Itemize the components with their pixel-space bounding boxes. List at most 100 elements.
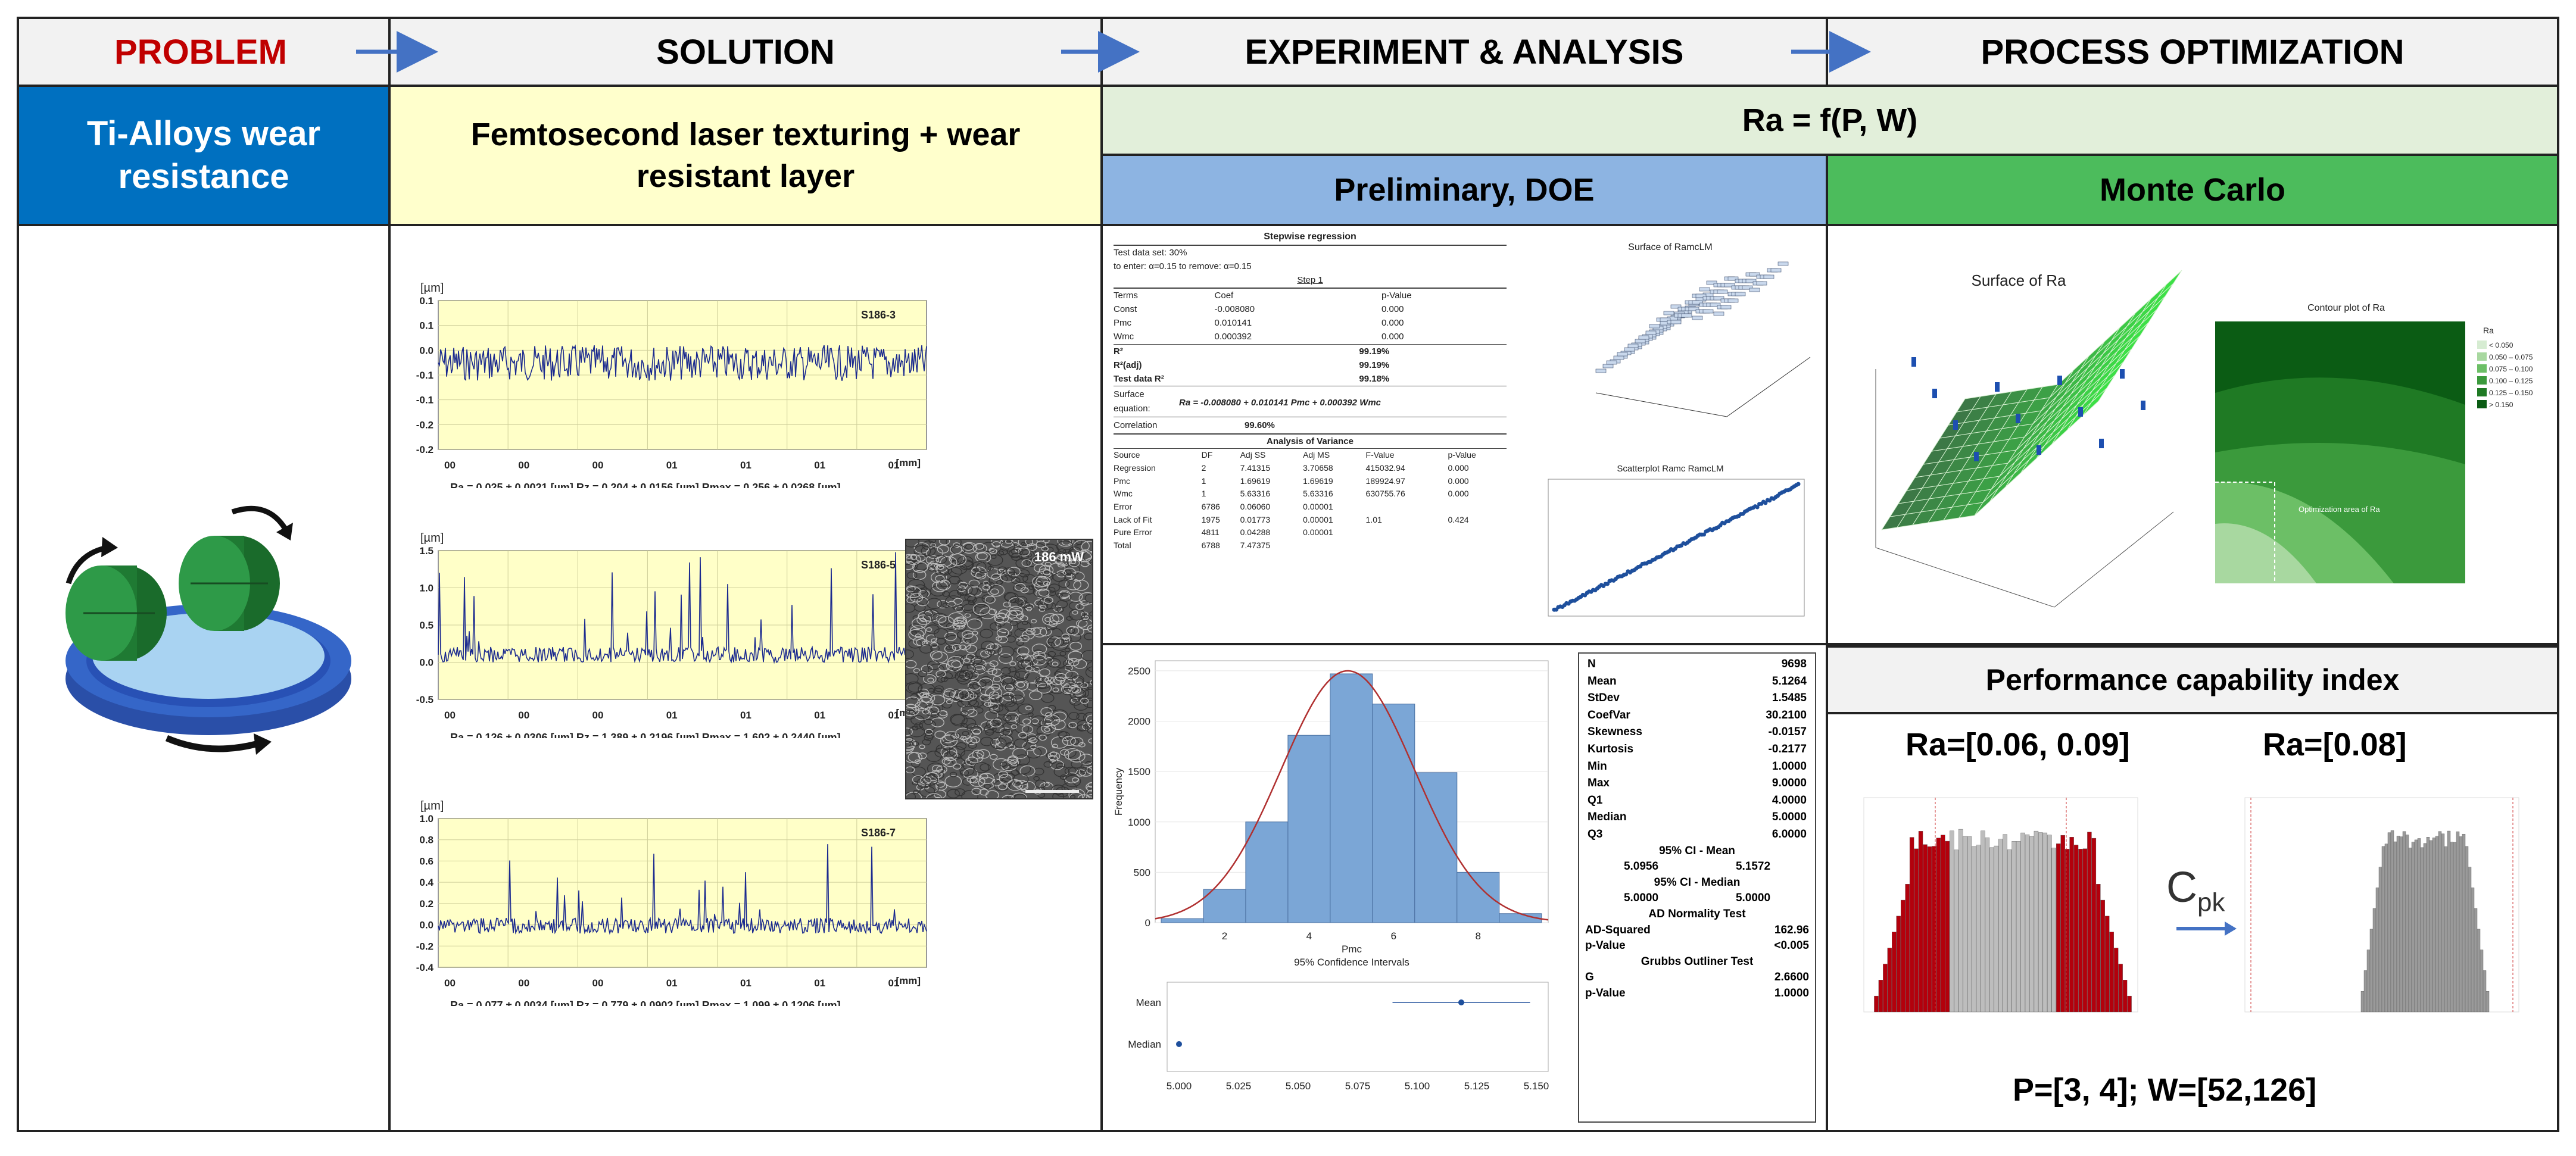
- capability-result: P=[3, 4]; W=[52,126]: [2013, 1072, 2317, 1108]
- sem-grain: [1026, 558, 1038, 567]
- sem-grain: [1073, 540, 1090, 552]
- sem-grain: [952, 603, 963, 611]
- sem-grain: [999, 540, 1015, 552]
- cap-bar: [2056, 843, 2061, 1013]
- sem-grain: [1043, 761, 1053, 768]
- surface-cell: [1745, 279, 1757, 283]
- ci-plot: Mean Median 5.000 5.025 5.050 5.075 5.100 5.125…: [1128, 982, 1549, 1092]
- sem-grain: [1002, 714, 1012, 721]
- stepwise-line1: Test data set: 30%: [1114, 247, 1187, 258]
- cap-bar: [1923, 844, 1928, 1013]
- sem-grain: [1052, 613, 1064, 622]
- sem-grain: [942, 591, 950, 597]
- cell: 1.69619: [1303, 476, 1333, 486]
- sem-grain: [1078, 618, 1092, 630]
- sem-grain: [940, 746, 958, 758]
- surface-cell: [1613, 355, 1624, 360]
- surface-cell: [1595, 368, 1607, 373]
- sem-grain: [995, 735, 1013, 748]
- cap-bar: [2100, 899, 2105, 1013]
- cap-bar: [1950, 830, 1954, 1013]
- sem-grain: [976, 562, 991, 573]
- sem-grain: [1038, 735, 1047, 741]
- profile-frame: [438, 818, 927, 968]
- surface-cell: [1727, 276, 1739, 281]
- sem-grain: [938, 663, 950, 671]
- sem-grain: [1062, 567, 1076, 577]
- sem-grain: [1047, 651, 1056, 657]
- sem-grain: [1016, 640, 1024, 646]
- cap-bar: [2485, 991, 2490, 1013]
- sem-grain: [1073, 579, 1089, 591]
- sem-grain: [927, 563, 938, 571]
- profile-ytick: -0.1: [416, 395, 434, 406]
- sem-grain: [1069, 795, 1076, 798]
- sem-grain: [965, 645, 977, 654]
- sem-grain: [1087, 720, 1092, 729]
- profile-ytick: 0.0: [419, 920, 434, 931]
- sem-grain: [1005, 683, 1017, 692]
- sem-grain: [985, 790, 999, 798]
- sem-grain: [1039, 668, 1050, 677]
- cap-bar: [1901, 899, 1906, 1013]
- sem-grain: [1077, 794, 1090, 798]
- sem-grain: [1026, 607, 1033, 611]
- mc-point: [1974, 452, 1979, 461]
- cell: 0.010141: [1214, 318, 1252, 329]
- legend-label: 0.050 – 0.075: [2489, 353, 2533, 361]
- surface-cell: [1606, 360, 1617, 365]
- sem-grain: [1018, 569, 1030, 577]
- cell: 7.47375: [1240, 540, 1271, 551]
- surface-cell: [1735, 292, 1746, 296]
- sem-grain: [906, 560, 918, 571]
- profile-xtick: 00: [592, 710, 603, 721]
- sem-grain: [955, 605, 964, 613]
- sem-grain: [1044, 676, 1055, 684]
- sem-grain: [984, 710, 999, 721]
- cap-bar: [2444, 846, 2448, 1013]
- sem-grain: [969, 776, 986, 787]
- anova-row: Lack of Fit 1975 0.01773 0.00001 1.01 0.424: [1114, 514, 1507, 527]
- sem-grain: [1064, 648, 1071, 652]
- small-surface-plot: Surface of RamcLM: [1595, 242, 1811, 417]
- anova-header: Source DF Adj SS Adj MS F-Value p-Value: [1114, 449, 1507, 462]
- sem-grain: [914, 603, 926, 612]
- surface-cell: [1713, 296, 1724, 301]
- sem-grain: [1080, 600, 1089, 607]
- sem-grain: [1088, 738, 1092, 744]
- sem-grain: [1041, 546, 1049, 552]
- mc-point: [2078, 407, 2083, 417]
- sem-grain: [1007, 757, 1018, 764]
- axis-line: [1595, 392, 1727, 417]
- sem-grain: [1050, 719, 1066, 730]
- cell: [1303, 539, 1365, 552]
- cap-bar: [2384, 843, 2388, 1013]
- cpk-arrow-icon: [2176, 921, 2237, 936]
- sem-grain: [1066, 626, 1080, 636]
- sem-grain: [936, 638, 946, 645]
- stats-rows: N 9698 Mean 5.1264 StDev 1.5485 CoefVar 30.2100…: [1585, 656, 1809, 843]
- sem-grain: [906, 554, 913, 564]
- profile-ytick: 0.0: [419, 345, 434, 356]
- cell: Kurtosis: [1588, 742, 1634, 755]
- sem-grain: [980, 685, 995, 696]
- sem-grain: [1011, 792, 1028, 798]
- sem-grain: [993, 780, 1010, 792]
- sem-grain: [1069, 696, 1082, 706]
- sem-grain: [1047, 635, 1065, 648]
- r2-row: R²(adj) 99.19%: [1114, 358, 1507, 372]
- histo-ytick: 2000: [1128, 716, 1150, 727]
- cell: 0.00001: [1303, 527, 1333, 538]
- cap-bar: [2432, 838, 2436, 1013]
- sem-grain: [953, 598, 963, 605]
- ci-mean-point: [1458, 999, 1464, 1005]
- sem-grain: [1073, 659, 1087, 669]
- sem-grain: [1052, 661, 1059, 667]
- sem-grain: [1034, 676, 1050, 688]
- sem-grain: [944, 644, 956, 654]
- anova-row: Regression 2 7.41315 3.70658 415032.94 0.000: [1114, 462, 1507, 475]
- sem-grain: [1003, 601, 1011, 608]
- sem-grain: [1038, 607, 1046, 612]
- sem-grain: [944, 775, 962, 788]
- sem-grain: [1032, 543, 1046, 553]
